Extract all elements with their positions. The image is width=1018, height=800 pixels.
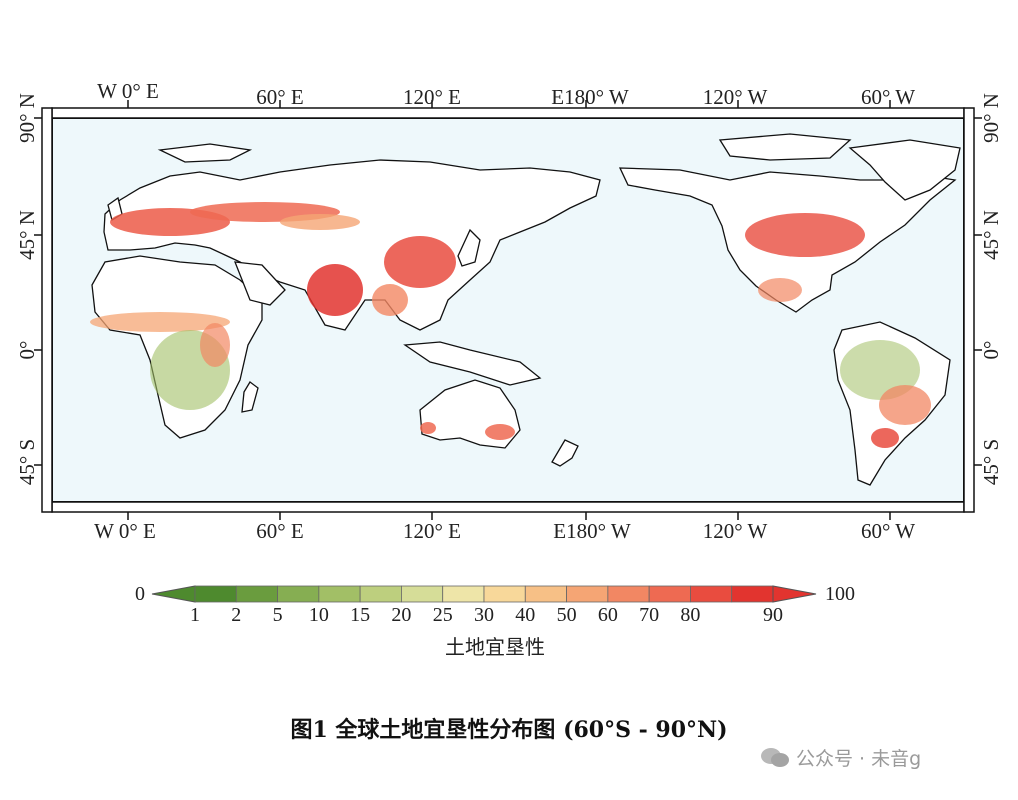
madagascar-land xyxy=(241,381,259,413)
top-label-1: 60° E xyxy=(256,85,303,109)
legend-tick-5: 20 xyxy=(391,604,411,626)
legend-max-arrow xyxy=(772,585,817,603)
bottom-label-0: W 0° E xyxy=(94,519,156,543)
wechat-icon xyxy=(761,747,789,767)
australia-se-suitability xyxy=(485,424,515,440)
india-high-suitability xyxy=(307,264,363,316)
legend-swatch-11 xyxy=(648,585,691,603)
legend-tick-labels: 1 2 5 10 15 20 25 30 40 50 60 70 80 90 xyxy=(190,604,783,626)
right-label-1: 45° N xyxy=(979,210,1003,260)
legend-tick-13: 90 xyxy=(763,604,783,626)
right-label-0: 90° N xyxy=(979,93,1003,143)
legend-swatch-4 xyxy=(359,585,402,603)
legend-swatch-2 xyxy=(277,585,320,603)
legend-min-label: 0 xyxy=(135,583,145,605)
legend-tick-0: 1 xyxy=(190,604,200,626)
top-label-4: 120° W xyxy=(703,85,768,109)
mexico-suitability xyxy=(758,278,802,302)
top-frame-band xyxy=(51,107,965,119)
watermark: 公众号 · 未音g xyxy=(760,744,921,771)
new-zealand-land xyxy=(551,439,579,467)
legend-swatch-10 xyxy=(607,585,650,603)
bottom-label-5: 60° W xyxy=(861,519,915,543)
greenland-land xyxy=(848,139,961,201)
legend-title: 土地宜垦性 xyxy=(445,636,545,659)
left-frame-band xyxy=(41,107,53,513)
top-label-2: 120° E xyxy=(403,85,461,109)
legend-swatch-12 xyxy=(690,585,733,603)
bottom-label-1: 60° E xyxy=(256,519,303,543)
right-label-3: 45° S xyxy=(979,439,1003,485)
left-label-1: 45° N xyxy=(15,210,39,260)
brazil-green xyxy=(840,340,920,400)
us-cornbelt-suitability xyxy=(745,213,865,257)
right-label-2: 0° xyxy=(979,341,1003,360)
watermark-text: 公众号 · 未音g xyxy=(796,748,922,770)
top-axis-labels: W 0° E 60° E 120° E E180° W 120° W 60° W xyxy=(97,79,915,109)
sahel-suitability xyxy=(90,312,230,332)
bottom-label-2: 120° E xyxy=(403,519,461,543)
legend-swatch-9 xyxy=(566,585,609,603)
left-label-0: 90° N xyxy=(15,93,39,143)
southeast-asia-islands xyxy=(403,341,542,386)
china-high-suitability xyxy=(384,236,456,288)
pampas-suitability xyxy=(871,428,899,448)
east-africa-suitability xyxy=(200,323,230,367)
left-label-3: 45° S xyxy=(15,439,39,485)
legend-swatch-8 xyxy=(524,585,567,603)
bottom-label-3: E180° W xyxy=(553,519,631,543)
eurasia-land xyxy=(103,159,601,331)
kazakh-medium-suitability xyxy=(280,214,360,230)
legend-max-label: 100 xyxy=(825,583,855,605)
legend-swatch-13 xyxy=(731,585,774,603)
top-label-5: 60° W xyxy=(861,85,915,109)
legend-swatch-0 xyxy=(194,585,237,603)
figure-caption: 图1 全球土地宜垦性分布图 (60°S - 90°N) xyxy=(290,717,728,743)
legend-swatch-3 xyxy=(318,585,361,603)
legend-tick-1: 2 xyxy=(231,604,241,626)
legend-tick-11: 70 xyxy=(639,604,659,626)
frame-ticks xyxy=(34,100,982,520)
legend-swatch-6 xyxy=(442,585,485,603)
legend-min-arrow xyxy=(151,585,196,603)
left-label-2: 0° xyxy=(15,341,39,360)
suitability-patches xyxy=(90,202,931,448)
legend-tick-9: 50 xyxy=(557,604,577,626)
bottom-frame-band xyxy=(51,501,965,513)
right-frame-band xyxy=(963,107,975,513)
legend-tick-7: 30 xyxy=(474,604,494,626)
legend-tick-8: 40 xyxy=(515,604,535,626)
australia-sw-suitability xyxy=(420,422,436,434)
southeast-asia-suitability xyxy=(372,284,408,316)
legend-swatch-5 xyxy=(401,585,444,603)
arctic-islands-land xyxy=(157,143,253,163)
legend-tick-4: 15 xyxy=(350,604,370,626)
right-axis-labels: 90° N 45° N 0° 45° S xyxy=(979,93,1003,485)
legend-swatch-1 xyxy=(235,585,278,603)
legend-swatch-7 xyxy=(483,585,526,603)
arabia-land xyxy=(233,261,286,306)
top-label-3: E180° W xyxy=(551,85,629,109)
left-axis-labels: 90° N 45° N 0° 45° S xyxy=(15,93,39,485)
legend-colorbar xyxy=(151,585,817,603)
brazil-south-suitability xyxy=(879,385,931,425)
top-label-0: W 0° E xyxy=(97,79,159,103)
japan-land xyxy=(457,228,481,267)
legend-tick-2: 5 xyxy=(273,604,283,626)
bottom-axis-labels: W 0° E 60° E 120° E E180° W 120° W 60° W xyxy=(94,519,915,543)
legend-tick-3: 10 xyxy=(309,604,329,626)
legend-tick-6: 25 xyxy=(433,604,453,626)
arctic-islands-east xyxy=(718,133,852,161)
bottom-label-4: 120° W xyxy=(703,519,768,543)
legend-tick-10: 60 xyxy=(598,604,618,626)
legend-tick-12: 80 xyxy=(680,604,700,626)
